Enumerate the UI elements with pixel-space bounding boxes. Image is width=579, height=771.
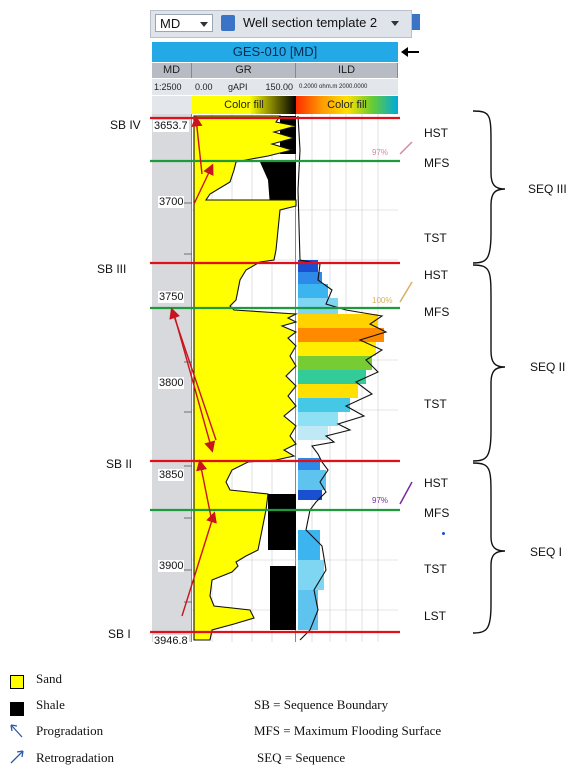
- systems-tract-label: MFS: [424, 506, 450, 520]
- depth-tick-3850: 3850: [158, 469, 185, 481]
- systems-tract-label: HST: [424, 476, 448, 490]
- depth-tick-3700: 3700: [158, 196, 185, 208]
- template-icon[interactable]: [221, 15, 235, 31]
- sequence-braces: [472, 110, 506, 634]
- retrogradation-arrow-icon: [10, 750, 24, 764]
- marker-dot: [442, 532, 445, 535]
- ild-track-header: ILD: [296, 63, 398, 78]
- md-fill-spacer: [152, 96, 192, 114]
- well-log-plot: [150, 114, 413, 642]
- template-dropdown[interactable]: Well section template 2: [239, 14, 407, 32]
- retrogradation-arrow-icon: [191, 115, 203, 175]
- systems-tract-label: TST: [424, 397, 447, 411]
- systems-tract-label: MFS: [424, 156, 450, 170]
- surface-tag: 100%: [372, 296, 393, 305]
- stacking-arrows: [169, 115, 217, 617]
- legend-mfs-definition: MFS = Maximum Flooding Surface: [254, 723, 442, 738]
- systems-tract-label: TST: [424, 231, 447, 245]
- sequence-label: SEQ I: [530, 545, 563, 559]
- surface-tag: 97%: [372, 496, 389, 505]
- sb-label: SB II: [106, 457, 133, 471]
- ild-curve: [297, 115, 388, 641]
- brace-seq-iii: [472, 110, 506, 264]
- depth-tick-3750: 3750: [158, 291, 185, 303]
- surface-tags: [399, 141, 413, 505]
- systems-tract-label: HST: [424, 268, 448, 282]
- depth-reference-value: MD: [160, 16, 181, 31]
- ild-fill-label: Color fill: [327, 99, 367, 111]
- progradation-arrow-icon: [181, 511, 217, 617]
- progradation-arrow-icon: [173, 313, 216, 453]
- shale-swatch: [10, 702, 24, 716]
- depth-bottom: 3946.8: [153, 635, 189, 647]
- chevron-down-icon: [200, 22, 208, 27]
- depth-reference-dropdown[interactable]: MD: [155, 14, 213, 32]
- legend-sand: Sand: [36, 671, 62, 686]
- depth-top: 3653.7: [153, 120, 189, 132]
- ild-color-fill: [298, 260, 384, 630]
- md-track-header: MD: [152, 63, 192, 78]
- systems-tract-label: TST: [424, 562, 447, 576]
- progradation-arrow-icon: [193, 163, 214, 205]
- gr-min: 0.00: [195, 82, 213, 92]
- legend-shale: Shale: [36, 697, 65, 712]
- arrow-left-icon: [401, 47, 419, 57]
- brace-seq-i: [472, 462, 506, 634]
- ild-scale: 0.2000 ohm.m 2000.0000: [296, 79, 398, 95]
- template-value: Well section template 2: [243, 15, 378, 30]
- sb-label: SB IV: [110, 118, 141, 132]
- gr-fill-label: Color fill: [224, 99, 264, 111]
- sand-swatch: [10, 675, 24, 689]
- progradation-arrow-icon: [10, 724, 23, 738]
- chevron-down-icon: [391, 21, 399, 26]
- sb-label: SB I: [108, 627, 131, 641]
- surface-tag: 97%: [372, 148, 389, 157]
- toolbar: MD Well section template 2: [150, 10, 412, 38]
- sb-label: SB III: [97, 262, 127, 276]
- sequence-label: SEQ II: [530, 360, 566, 374]
- sequence-label: SEQ III: [528, 182, 567, 196]
- gr-track-header: GR: [192, 63, 296, 78]
- gr-color-fill-header: Color fill: [192, 96, 296, 114]
- legend-sb-definition: SB = Sequence Boundary: [254, 697, 389, 712]
- gr-max: 150.00: [265, 82, 293, 92]
- depth-tick-3900: 3900: [158, 560, 185, 572]
- gr-unit: gAPI: [228, 82, 248, 92]
- brace-seq-ii: [472, 264, 506, 462]
- scale-label: 1:2500: [152, 79, 192, 95]
- legend-retrogradation: Retrogradation: [36, 750, 114, 765]
- toolbar-icon[interactable]: [412, 14, 420, 30]
- systems-tract-label: LST: [424, 609, 447, 623]
- systems-tract-label: MFS: [424, 305, 450, 319]
- legend-progradation: Progradation: [36, 723, 104, 738]
- depth-tick-3800: 3800: [158, 377, 185, 389]
- gr-scale: 0.00 gAPI 150.00: [192, 79, 296, 95]
- well-title-text: GES-010 [MD]: [232, 44, 318, 59]
- legend-seq-definition: SEQ = Sequence: [257, 750, 346, 765]
- systems-tract-label: HST: [424, 126, 448, 140]
- well-title: GES-010 [MD]: [152, 42, 398, 62]
- ild-color-fill-header: Color fill: [296, 96, 398, 114]
